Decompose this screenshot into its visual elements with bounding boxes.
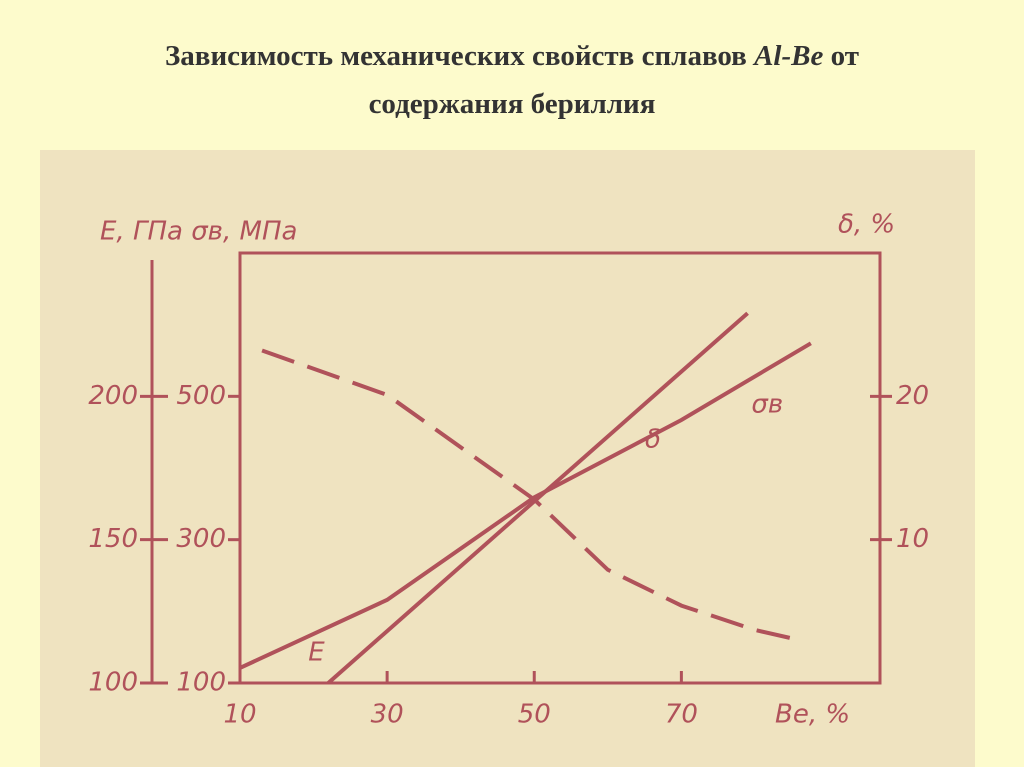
plot-frame	[238, 251, 882, 685]
x-tick-label: 30	[371, 700, 404, 730]
series-line	[261, 348, 800, 642]
title-part: Зависимость механических свойств сплавов	[164, 40, 747, 72]
x-tick-label: 70	[665, 700, 698, 730]
e-tick-label: 100	[88, 668, 138, 698]
x-tick-label: 10	[223, 700, 256, 730]
y-tick-label: 500	[176, 381, 226, 411]
slide-title: Зависимость механических свойств сплавов…	[0, 32, 1024, 128]
y-tick-label: 300	[176, 524, 226, 554]
e-tick-label: 150	[88, 524, 138, 554]
y-axis-label: E, ГПа σв, МПа	[100, 217, 297, 247]
y-tick-label: 100	[176, 668, 226, 698]
y2-tick-label: 20	[896, 381, 929, 411]
series-line	[326, 311, 749, 685]
y2-tick-label: 10	[896, 524, 929, 554]
title-part: содержания бериллия	[368, 88, 656, 120]
series-label: δ	[645, 424, 661, 454]
x-tick-label: 50	[518, 700, 551, 730]
series-label: σв	[751, 389, 783, 419]
series-label: E	[308, 638, 325, 668]
x-axis-label: Be, %	[775, 700, 850, 730]
title-part: от	[830, 40, 859, 72]
title-part: Al-Be	[754, 40, 824, 72]
y2-axis-label: δ, %	[838, 210, 895, 240]
e-tick-label: 200	[88, 381, 138, 411]
